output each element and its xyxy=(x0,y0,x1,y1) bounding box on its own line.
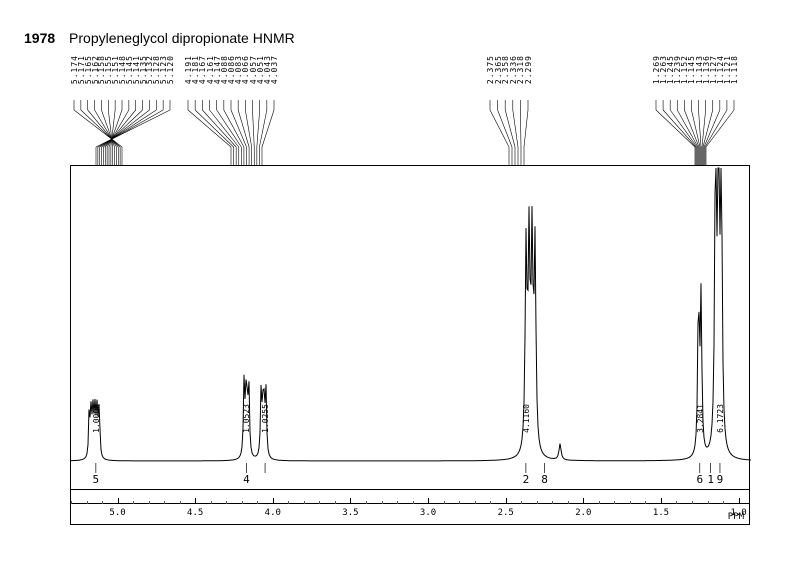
axis-minor-tick xyxy=(164,501,165,504)
integral-value-label: 1.0523 xyxy=(242,404,251,433)
axis-minor-tick xyxy=(630,501,631,504)
peak-label-region: 5.1745.1715.1655.1625.1585.1555.1515.148… xyxy=(70,55,750,165)
axis-minor-tick xyxy=(211,501,212,504)
axis-minor-tick xyxy=(599,501,600,504)
integral-label: 6 xyxy=(696,473,703,486)
axis-minor-tick xyxy=(537,501,538,504)
integral-value-label: 3.2841 xyxy=(696,404,705,433)
axis-minor-tick xyxy=(288,501,289,504)
axis-minor-tick xyxy=(568,501,569,504)
axis-tick-label: 2.0 xyxy=(575,508,591,518)
integral-label: 1 xyxy=(707,473,714,486)
spectrum-title: Propyleneglycol dipropionate HNMR xyxy=(69,30,295,46)
spectrum-number: 1978 xyxy=(24,30,55,46)
axis-tick-label: 3.5 xyxy=(342,508,358,518)
axis-major-tick xyxy=(661,498,662,504)
axis-major-tick xyxy=(195,498,196,504)
axis-minor-tick xyxy=(71,501,72,504)
axis-minor-tick xyxy=(708,501,709,504)
axis-major-tick xyxy=(739,498,740,504)
axis-minor-tick xyxy=(397,501,398,504)
axis-minor-tick xyxy=(444,501,445,504)
axis-tick-label: 3.0 xyxy=(420,508,436,518)
integral-label: 9 xyxy=(717,473,724,486)
integral-label: 8 xyxy=(541,473,548,486)
axis-minor-tick xyxy=(459,501,460,504)
axis-minor-tick xyxy=(413,501,414,504)
axis-tick-label: 2.5 xyxy=(498,508,514,518)
axis-minor-tick xyxy=(552,501,553,504)
axis-minor-tick xyxy=(133,501,134,504)
axis-minor-tick xyxy=(614,501,615,504)
axis-minor-tick xyxy=(242,501,243,504)
axis-minor-tick xyxy=(723,501,724,504)
axis-minor-tick xyxy=(490,501,491,504)
axis-tick-label: 4.5 xyxy=(187,508,203,518)
axis-minor-tick xyxy=(102,501,103,504)
spectrum-header: 1978 Propyleneglycol dipropionate HNMR xyxy=(24,30,295,46)
axis-tick-label: 4.0 xyxy=(265,508,281,518)
axis-minor-tick xyxy=(366,501,367,504)
axis-major-tick xyxy=(273,498,274,504)
axis-minor-tick xyxy=(475,501,476,504)
integral-value-label: 1.0255 xyxy=(261,404,270,433)
x-axis-area: PPM 5.04.54.03.53.02.52.01.51.0 xyxy=(70,490,750,525)
axis-minor-tick xyxy=(180,501,181,504)
integral-label: 2 xyxy=(523,473,530,486)
axis-minor-tick xyxy=(257,501,258,504)
axis-minor-tick xyxy=(304,501,305,504)
peak-ppm-label: 5.120 xyxy=(166,55,175,84)
peak-ppm-label: 4.037 xyxy=(270,55,279,84)
axis-major-tick xyxy=(428,498,429,504)
axis-minor-tick xyxy=(226,501,227,504)
integral-label: 4 xyxy=(243,473,250,486)
axis-minor-tick xyxy=(676,501,677,504)
axis-major-tick xyxy=(506,498,507,504)
axis-minor-tick xyxy=(521,501,522,504)
integral-value-label: 4.1160 xyxy=(522,404,531,433)
nmr-plot-area: 5 1.0000 4 1.0523 1.0255 2 4.1160 8 6 3.2841 19 6.1… xyxy=(70,165,750,490)
axis-major-tick xyxy=(583,498,584,504)
axis-major-tick xyxy=(350,498,351,504)
integral-value-label: 1.0000 xyxy=(92,404,101,433)
axis-minor-tick xyxy=(645,501,646,504)
axis-minor-tick xyxy=(87,501,88,504)
axis-minor-tick xyxy=(335,501,336,504)
integral-value-label: 6.1723 xyxy=(716,404,725,433)
axis-tick-label: 1.5 xyxy=(653,508,669,518)
axis-minor-tick xyxy=(149,501,150,504)
axis-major-tick xyxy=(118,498,119,504)
peak-ppm-label: 2.299 xyxy=(524,55,533,84)
axis-tick-label: 5.0 xyxy=(109,508,125,518)
axis-tick-label: 1.0 xyxy=(730,508,746,518)
nmr-spectrum-trace xyxy=(71,166,751,491)
axis-minor-tick xyxy=(382,501,383,504)
axis-minor-tick xyxy=(319,501,320,504)
peak-ppm-label: 1.118 xyxy=(730,55,739,84)
axis-minor-tick xyxy=(692,501,693,504)
integral-label: 5 xyxy=(93,473,100,486)
